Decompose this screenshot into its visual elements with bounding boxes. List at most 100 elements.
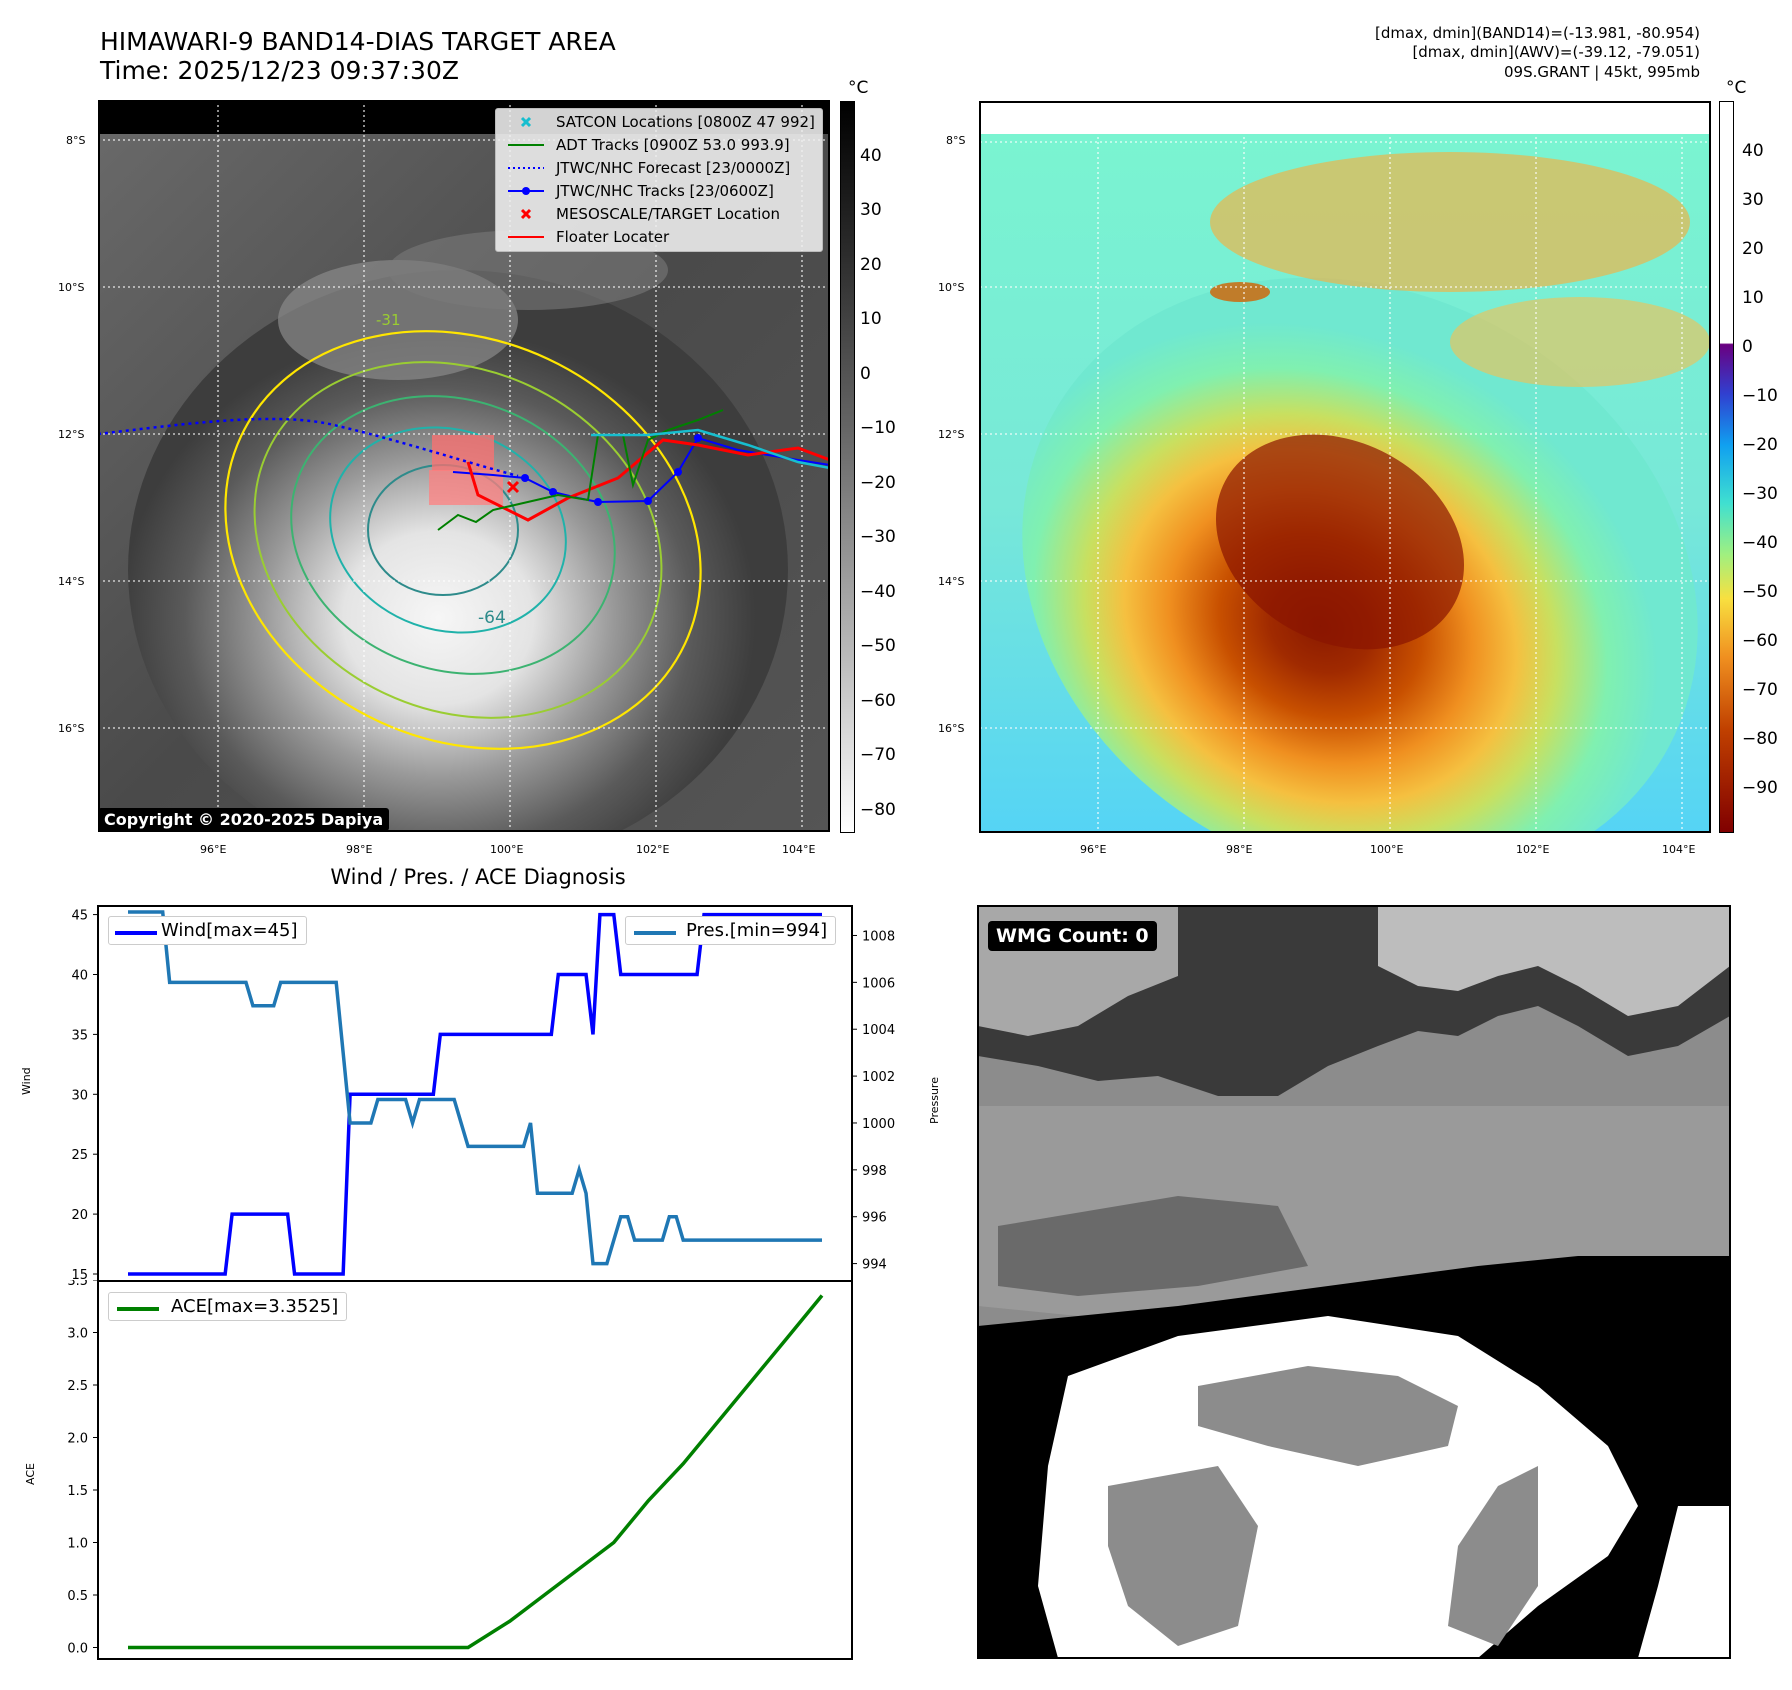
ir-cb-tick: 30 [860,200,882,220]
ir-colorbar [840,101,855,833]
ir-colorbar-unit: °C [848,78,869,98]
wmg-count-badge: WMG Count: 0 [988,921,1157,951]
ace-y-tick-label: 2.0 [67,1432,88,1447]
awv-cb-tick: −60 [1742,631,1778,651]
ir-cb-tick: −60 [860,691,896,711]
ir-cb-tick: −10 [860,418,896,438]
ir-cb-tick: 10 [860,309,882,329]
wind-y-tick-label: 35 [71,1028,88,1043]
awv-colorbar [1719,101,1734,833]
wind-y-tick-label: 40 [71,968,88,983]
info-line-1: [dmax, dmin](BAND14)=(-13.981, -80.954) [1375,24,1700,42]
wind-y-tick-label: 20 [71,1208,88,1223]
lon-label: 104°E [782,843,816,856]
pressure-y-tick-label: 1000 [862,1117,895,1132]
wind-series-line [128,912,822,1276]
wind-y-tick-label: 30 [71,1088,88,1103]
lat-label: 10°S [938,281,965,294]
ace-legend: ACE[max=3.3525] [108,1292,348,1321]
wind-legend: Wind[max=45] [108,916,307,945]
lat-label: 16°S [58,722,85,735]
pressure-legend: Pres.[min=994] [625,916,837,945]
awv-cb-tick: 10 [1742,288,1764,308]
awv-cb-tick: 30 [1742,190,1764,210]
pressure-y-tick-label: 994 [862,1258,887,1273]
awv-cb-tick: 0 [1742,337,1753,357]
pressure-y-tick-label: 996 [862,1211,887,1226]
lat-label: 8°S [66,134,86,147]
ir-cb-tick: −40 [860,582,896,602]
lat-label: 12°S [58,428,85,441]
wind-plot-frame [97,905,853,1282]
pressure-y-tick-label: 1002 [862,1070,895,1085]
lat-label: 14°S [938,575,965,588]
ir-cb-tick: −50 [860,636,896,656]
pressure-axis-label: Pressure [928,1077,941,1124]
copyright-badge: Copyright © 2020-2025 Dapiya [98,808,390,831]
lat-label: 14°S [58,575,85,588]
ir-map-frame [98,100,830,832]
lon-label: 102°E [636,843,670,856]
contour-label: -31 [376,311,401,329]
wind-axis-label: Wind [20,1067,33,1095]
wind-y-tick-label: 15 [71,1268,88,1283]
lon-label: 96°E [200,843,227,856]
wind-y-tick-label: 45 [71,909,88,924]
lon-label: 98°E [346,843,373,856]
ace-y-tick-label: 1.0 [67,1537,88,1552]
ace-y-tick-label: 1.5 [67,1484,88,1499]
awv-satellite-map [980,102,1710,832]
awv-colorbar-unit: °C [1726,78,1747,98]
awv-cb-tick: −10 [1742,386,1778,406]
awv-cb-tick: −50 [1742,582,1778,602]
awv-cb-tick: −80 [1742,729,1778,749]
lon-label: 102°E [1516,843,1550,856]
awv-cb-tick: −70 [1742,680,1778,700]
awv-map-frame [979,101,1711,833]
awv-cb-tick: −30 [1742,484,1778,504]
pressure-y-tick-label: 1008 [862,929,895,944]
ace-plot-frame [97,1280,853,1660]
pressure-y-tick-label: 998 [862,1164,887,1179]
contour-label: -64 [478,608,506,628]
awv-cb-tick: 40 [1742,141,1764,161]
wmg-panel [978,906,1730,1658]
ir-cb-tick: 0 [860,364,871,384]
awv-cb-tick: −20 [1742,435,1778,455]
lon-label: 96°E [1080,843,1107,856]
ace-series-line [128,1294,824,1650]
ace-y-tick-label: 3.5 [67,1280,88,1289]
ir-cb-tick: 40 [860,146,882,166]
wind-y-tick-label: 25 [71,1148,88,1163]
awv-cb-tick: −90 [1742,778,1778,798]
lon-label: 98°E [1226,843,1253,856]
lon-label: 100°E [1370,843,1404,856]
lat-label: 12°S [938,428,965,441]
ir-cb-tick: 20 [860,255,882,275]
info-line-2: [dmax, dmin](AWV)=(-39.12, -79.051) [1412,43,1700,61]
ace-y-tick-label: 3.0 [67,1327,88,1342]
pressure-series-line [128,910,822,1266]
ir-cb-tick: −70 [860,745,896,765]
lat-label: 16°S [938,722,965,735]
pressure-y-tick-label: 1004 [862,1023,895,1038]
ace-chart: 3.5 3.0 2.5 2.0 1.5 1.0 0.5 0.0 [67,1280,853,1660]
awv-cb-tick: −40 [1742,533,1778,553]
map-legend: SATCON Locations [0800Z 47 992] ADT Trac… [495,108,823,252]
awv-cb-tick: 20 [1742,239,1764,259]
ir-cb-tick: −30 [860,527,896,547]
info-line-3: 09S.GRANT | 45kt, 995mb [1503,63,1700,81]
lat-label: 8°S [946,134,966,147]
figure-title-line1: HIMAWARI-9 BAND14-DIAS TARGET AREA [100,27,616,56]
wind-pressure-chart: 45 40 35 30 25 20 15 1008 1006 1004 1002 1000 998 996… [71,905,895,1283]
ace-y-tick-label: 0.0 [67,1642,88,1657]
ir-cb-tick: −80 [860,800,896,820]
wmg-frame [977,905,1731,1659]
lat-label: 10°S [58,281,85,294]
figure-title-line2: Time: 2025/12/23 09:37:30Z [100,56,459,85]
ace-y-tick-label: 0.5 [67,1589,88,1604]
ace-y-tick-label: 2.5 [67,1379,88,1394]
pressure-y-tick-label: 1006 [862,976,895,991]
diagnosis-title: Wind / Pres. / ACE Diagnosis [330,865,626,889]
ir-cb-tick: −20 [860,473,896,493]
